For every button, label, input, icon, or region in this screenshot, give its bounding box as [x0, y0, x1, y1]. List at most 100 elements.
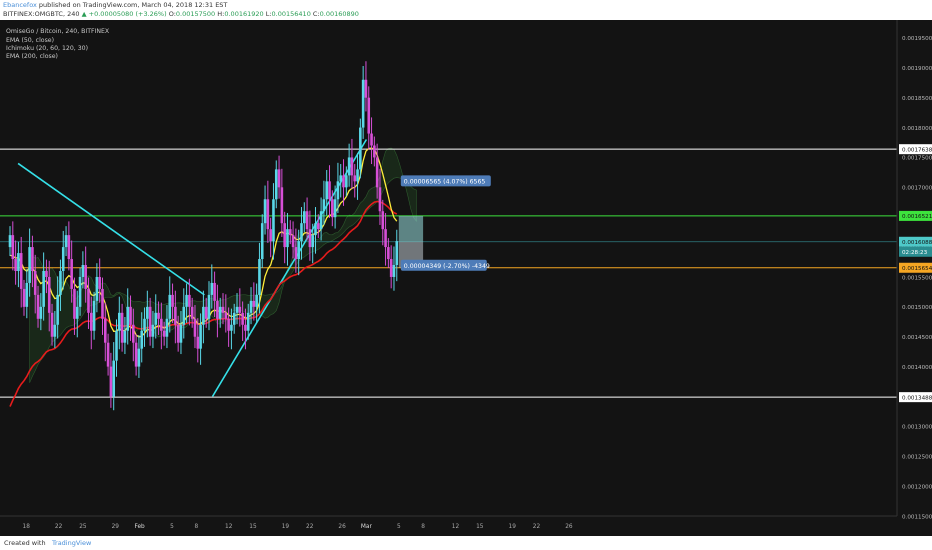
time-tick-label: 19	[282, 524, 290, 530]
candle-body	[291, 235, 295, 248]
candle-body	[89, 312, 93, 331]
candle-body	[109, 366, 113, 397]
loss-label-box	[400, 259, 487, 271]
series-legend[interactable]: OmiseGo / Bitcoin, 240, BITFINEX	[6, 28, 110, 35]
candle-body	[381, 211, 385, 230]
candle-body	[252, 300, 256, 307]
price-labels: 0.00176382 0.00134889 0.00165219 0.00160889…	[899, 144, 932, 403]
loss-label: 0.00004349 (-2.70%) -4349	[404, 263, 490, 270]
candle-body	[218, 306, 222, 319]
candle-body	[213, 282, 216, 301]
candle-body	[176, 324, 180, 343]
candle-body	[373, 145, 376, 158]
candle-body	[78, 276, 82, 307]
tradingview-logo[interactable]: TradingView	[52, 539, 92, 547]
support-price-tag-bg	[899, 392, 932, 403]
author-link[interactable]: Ebancefox	[3, 1, 37, 9]
candle-body	[339, 175, 343, 182]
time-tick-label: 25	[79, 524, 87, 530]
candle-body	[331, 199, 334, 218]
profit-zone[interactable]	[398, 215, 424, 242]
candle-body	[210, 282, 214, 295]
candle-body	[28, 247, 31, 283]
candle-body	[277, 169, 281, 188]
time-axis[interactable]: 18 22 25 29 Feb 5 8 12 15 19 22 26 Mar 5 8 12 15 19 22 26	[23, 524, 573, 530]
candle-body	[241, 312, 244, 325]
candle-body	[235, 306, 239, 313]
time-tick-label: 19	[509, 524, 517, 530]
candle-body	[204, 306, 208, 319]
open-value: 0.00157500	[175, 10, 216, 18]
symbol-label: BITFINEX:OMGBTC, 240	[3, 10, 80, 18]
candle-body	[266, 199, 270, 230]
candle-body	[123, 330, 127, 343]
candle-body	[151, 324, 155, 337]
candle-body	[325, 181, 329, 200]
candle-body	[378, 187, 382, 212]
position-tool[interactable]: 0.00006565 (4.07%) 6565 0.00004349 (-2.70…	[398, 175, 491, 271]
ohlc-line: BITFINEX:OMGBTC, 240 ▲ +0.00005080 (+3.2…	[3, 10, 359, 18]
created-with-text: Created with	[4, 539, 46, 547]
ema50-legend[interactable]: EMA (50, close)	[6, 37, 55, 44]
price-tick-label: 0.00115000	[902, 514, 932, 520]
low-label: L:	[265, 10, 272, 18]
candle-body	[137, 348, 141, 367]
candle-body	[269, 229, 272, 242]
candle-body	[190, 306, 194, 319]
candle-body	[286, 229, 289, 248]
candle-body	[42, 270, 45, 307]
time-tick-label: 5	[170, 524, 174, 530]
time-tick-label: 12	[452, 524, 460, 530]
candle-body	[157, 312, 160, 319]
close-label: C:	[312, 10, 320, 18]
candle-body	[70, 259, 73, 289]
profit-label-box	[400, 175, 491, 187]
candle-body	[154, 312, 158, 325]
candle-body	[361, 79, 365, 128]
high-value: 0.00161920	[224, 10, 264, 18]
time-tick-label: Mar	[361, 524, 373, 530]
time-tick-label: 15	[249, 524, 257, 530]
candle-body	[193, 318, 197, 337]
target-price-tag-bg	[899, 210, 932, 221]
candle-body	[350, 157, 354, 176]
candle-body	[87, 288, 90, 313]
candle-body	[283, 223, 286, 248]
published-text: published on TradingView.com, March 04, …	[38, 1, 228, 9]
candle-body	[232, 312, 236, 325]
candle-body	[356, 169, 359, 182]
candle-body	[224, 312, 228, 319]
descending-trendline[interactable]	[17, 162, 205, 296]
candle-body	[143, 318, 146, 331]
change-value: ▲ +0.00005080 (+3.26%)	[81, 10, 167, 18]
time-tick-label: 15	[476, 524, 484, 530]
candle-body	[160, 318, 163, 331]
candle-body	[75, 306, 79, 319]
chart-header: Ebancefox published on TradingView.com, …	[0, 0, 932, 20]
time-tick-label: 29	[112, 524, 120, 530]
candle-body	[162, 330, 166, 337]
time-tick-label: 5	[397, 524, 401, 530]
time-tick-label: 26	[565, 524, 573, 530]
candle-body	[392, 265, 396, 277]
candle-body	[129, 306, 132, 325]
candle-body	[246, 312, 250, 331]
candle-body	[73, 288, 76, 319]
candle-body	[353, 175, 357, 182]
candle-body	[14, 259, 17, 271]
candle-body	[39, 306, 43, 319]
ichimoku-legend[interactable]: Ichimoku (20, 60, 120, 30)	[6, 45, 89, 52]
ema200-legend[interactable]: EMA (200, close)	[6, 53, 58, 60]
candle-body	[345, 175, 348, 188]
price-chart[interactable]: 0.00006565 (4.07%) 6565 0.00004349 (-2.70…	[0, 20, 932, 536]
current-price-tag: 0.00160889	[902, 240, 932, 246]
time-tick-label: 26	[338, 524, 346, 530]
